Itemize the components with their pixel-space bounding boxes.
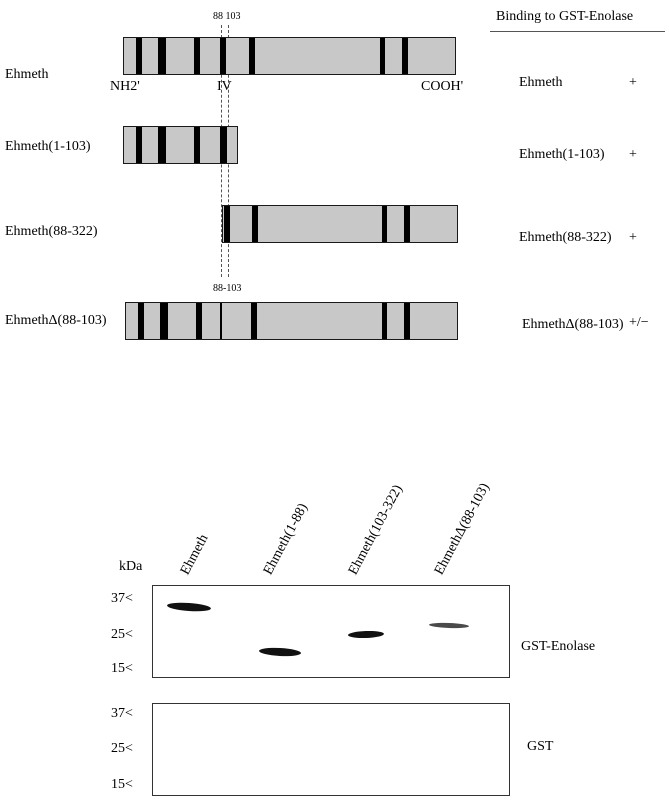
domain-stripe bbox=[402, 38, 408, 74]
result-name-1-103: Ehmeth(1-103) bbox=[519, 147, 605, 162]
lane-label-1-88: Ehmeth(1-88) bbox=[260, 501, 311, 578]
lane-label-103-322: Ehmeth(103-322) bbox=[345, 482, 406, 578]
band-103-322 bbox=[347, 630, 385, 639]
domain-stripe bbox=[136, 127, 142, 163]
construct-bar-ehmeth bbox=[123, 37, 456, 75]
result-name-ehmeth: Ehmeth bbox=[519, 75, 563, 90]
domain-stripe bbox=[138, 303, 144, 339]
ladder-37-panel2: 37< bbox=[111, 706, 133, 721]
n-terminus-label: NH2' bbox=[110, 79, 140, 94]
band-delta bbox=[428, 622, 470, 629]
domain-stripe bbox=[220, 38, 226, 74]
binding-header: Binding to GST-Enolase bbox=[496, 9, 634, 24]
domain-stripe bbox=[382, 303, 387, 339]
result-name-delta: EhmethΔ(88-103) bbox=[522, 317, 624, 332]
domain-stripe bbox=[404, 206, 410, 242]
ladder-15-panel2: 15< bbox=[111, 777, 133, 792]
result-1-103: + bbox=[629, 147, 637, 162]
ladder-25-panel1: 25< bbox=[111, 627, 133, 642]
domain-stripe bbox=[158, 127, 166, 163]
construct-bar-88-322 bbox=[222, 205, 458, 243]
lane-label-ehmeth: Ehmeth bbox=[177, 532, 212, 578]
band-ehmeth bbox=[166, 601, 212, 613]
panel-label-gst: GST bbox=[527, 739, 554, 754]
ladder-15-panel1: 15< bbox=[111, 661, 133, 676]
domain-stripe bbox=[220, 303, 222, 339]
marker-top-label: 88 103 bbox=[213, 11, 241, 22]
construct-name-1-103: Ehmeth(1-103) bbox=[5, 139, 91, 154]
domain-stripe bbox=[194, 38, 200, 74]
lane-label-delta: EhmethΔ(88-103) bbox=[431, 480, 493, 578]
domain-stripe bbox=[251, 303, 257, 339]
construct-bar-delta bbox=[125, 302, 458, 340]
construct-name-ehmeth: Ehmeth bbox=[5, 67, 49, 82]
domain-stripe bbox=[136, 38, 142, 74]
domain-stripe bbox=[252, 206, 258, 242]
kda-label: kDa bbox=[119, 559, 143, 574]
domain-stripe bbox=[380, 38, 385, 74]
domain-stripe bbox=[160, 303, 168, 339]
construct-name-88-322: Ehmeth(88-322) bbox=[5, 224, 98, 239]
construct-name-delta: EhmethΔ(88-103) bbox=[5, 313, 107, 328]
header-rule bbox=[490, 31, 665, 32]
domain-stripe bbox=[158, 38, 166, 74]
marker-mid-label: 88-103 bbox=[213, 283, 242, 294]
result-ehmeth: + bbox=[629, 75, 637, 90]
domain-stripe bbox=[224, 206, 230, 242]
domain-stripe bbox=[196, 303, 202, 339]
ladder-37-panel1: 37< bbox=[111, 591, 133, 606]
blot-panel-gst-enolase bbox=[152, 585, 510, 678]
domain-iv-label: IV bbox=[217, 79, 232, 94]
result-delta: +/− bbox=[629, 315, 649, 330]
ladder-25-panel2: 25< bbox=[111, 741, 133, 756]
panel-label-gst-enolase: GST-Enolase bbox=[521, 639, 596, 654]
domain-stripe bbox=[220, 127, 227, 163]
result-name-88-322: Ehmeth(88-322) bbox=[519, 230, 612, 245]
construct-bar-1-103 bbox=[123, 126, 238, 164]
domain-stripe bbox=[404, 303, 410, 339]
domain-stripe bbox=[382, 206, 387, 242]
domain-stripe bbox=[249, 38, 255, 74]
domain-stripe bbox=[194, 127, 200, 163]
result-88-322: + bbox=[629, 230, 637, 245]
band-1-88 bbox=[258, 646, 302, 658]
c-terminus-label: COOH' bbox=[421, 79, 464, 94]
blot-panel-gst bbox=[152, 703, 510, 796]
